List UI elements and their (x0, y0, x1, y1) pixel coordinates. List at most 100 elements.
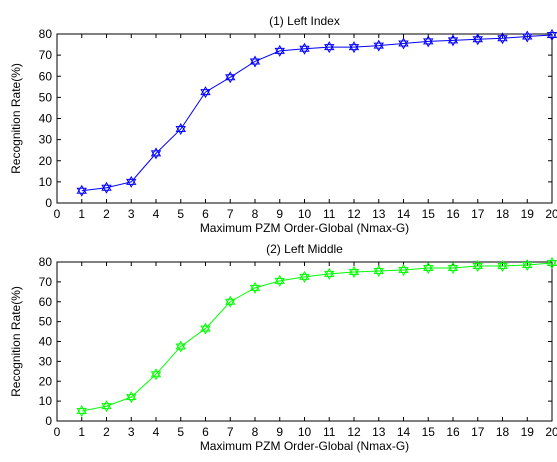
x-tick-label: 2 (103, 207, 110, 221)
x-tick-label: 5 (177, 425, 184, 439)
chart-title: (1) Left Index (269, 14, 340, 28)
x-tick-label: 11 (323, 207, 336, 221)
y-tick-label: 30 (39, 133, 53, 147)
chart-panel-2: 0 1 2 3 4 5 6 7 8 9 10 11 12 13 14 15 16 17 18 19 2001020304… (9, 242, 557, 453)
data-point-marker (472, 33, 483, 46)
data-point-marker (423, 35, 434, 48)
data-point-marker (546, 256, 557, 269)
x-tick-label: 9 (276, 207, 283, 221)
x-tick-label: 4 (153, 425, 160, 439)
x-tick-label: 2 (103, 425, 110, 439)
x-tick-label: 3 (128, 207, 135, 221)
y-tick-label: 20 (39, 374, 53, 388)
data-point-marker (546, 29, 557, 42)
x-tick-label: 6 (202, 207, 209, 221)
data-point-marker (398, 263, 409, 276)
y-tick-label: 10 (39, 175, 53, 189)
data-point-marker (447, 261, 459, 274)
data-point-marker (76, 405, 87, 418)
data-point-marker (398, 37, 409, 50)
data-point-marker (225, 71, 236, 84)
x-tick-label: 6 (202, 425, 209, 439)
x-tick-label: 12 (347, 425, 361, 439)
y-tick-label: 50 (39, 90, 53, 104)
x-tick-label: 14 (397, 207, 411, 221)
data-point-marker (274, 44, 285, 57)
x-tick-label: 1 (78, 207, 85, 221)
data-point-marker (497, 32, 508, 45)
x-axis-label: Maximum PZM Order-Global (Nmax-G) (200, 439, 409, 453)
data-point-marker (101, 181, 112, 194)
data-point-marker (522, 258, 533, 271)
x-tick-label: 3 (128, 425, 135, 439)
y-tick-label: 40 (39, 335, 53, 349)
series-line (81, 34, 553, 192)
data-point-marker (175, 340, 186, 353)
x-tick-label: 7 (227, 207, 234, 221)
x-tick-label: 8 (252, 425, 259, 439)
y-tick-label: 60 (39, 295, 53, 309)
x-tick-label: 5 (177, 207, 184, 221)
x-tick-label: 19 (521, 425, 535, 439)
y-tick-label: 40 (39, 112, 53, 126)
data-point-marker (324, 267, 335, 280)
x-tick-label: 11 (323, 425, 336, 439)
x-tick-label: 14 (397, 425, 411, 439)
data-point-marker (299, 42, 310, 55)
x-tick-label: 4 (153, 207, 160, 221)
x-tick-label: 16 (446, 207, 460, 221)
x-tick-label: 18 (496, 425, 510, 439)
data-point-marker (423, 261, 434, 274)
data-point-marker (447, 34, 459, 47)
y-tick-label: 70 (39, 275, 53, 289)
x-tick-label: 0 (54, 207, 61, 221)
data-point-marker (249, 281, 261, 294)
data-point-marker (348, 41, 360, 54)
x-tick-label: 15 (422, 425, 436, 439)
x-tick-label: 9 (276, 425, 283, 439)
y-tick-label: 60 (39, 69, 53, 83)
y-tick-label: 20 (39, 154, 53, 168)
x-axis-label: Maximum PZM Order-Global (Nmax-G) (200, 221, 409, 235)
x-tick-label: 15 (422, 207, 436, 221)
y-tick-label: 10 (39, 394, 53, 408)
data-point-marker (348, 265, 360, 278)
y-tick-label: 70 (39, 48, 53, 62)
data-point-marker (126, 175, 137, 188)
data-point-marker (126, 391, 137, 404)
x-tick-label: 18 (496, 207, 510, 221)
x-tick-label: 10 (298, 207, 312, 221)
y-tick-label: 0 (45, 414, 52, 428)
y-axis-label: Recognition Rate(%) (9, 286, 23, 397)
data-point-marker (522, 30, 533, 43)
data-point-marker (274, 274, 285, 287)
data-point-marker (249, 55, 261, 68)
x-tick-label: 16 (446, 425, 460, 439)
data-point-marker (373, 264, 384, 277)
data-point-marker (200, 322, 211, 335)
data-point-marker (150, 147, 162, 160)
data-point-marker (497, 259, 508, 272)
data-point-marker (299, 270, 310, 283)
data-point-marker (200, 86, 211, 99)
x-tick-label: 17 (471, 425, 485, 439)
x-tick-label: 17 (471, 207, 485, 221)
data-point-marker (472, 259, 483, 272)
data-point-marker (76, 184, 87, 197)
series-line (81, 262, 553, 412)
x-tick-label: 20 (545, 207, 557, 221)
data-point-marker (225, 295, 236, 308)
data-point-marker (324, 41, 335, 54)
y-tick-label: 0 (45, 196, 52, 210)
x-tick-label: 7 (227, 425, 234, 439)
x-tick-label: 1 (78, 425, 85, 439)
chart-panel-1: 0 1 2 3 4 5 6 7 8 9 10 11 12 13 14 15 16 17 18 19 2001020304… (9, 14, 557, 235)
x-tick-label: 20 (545, 425, 557, 439)
x-tick-label: 13 (372, 207, 386, 221)
data-point-marker (150, 368, 162, 381)
x-tick-label: 13 (372, 425, 386, 439)
x-tick-label: 12 (347, 207, 361, 221)
y-tick-label: 50 (39, 315, 53, 329)
data-point-marker (373, 39, 384, 52)
